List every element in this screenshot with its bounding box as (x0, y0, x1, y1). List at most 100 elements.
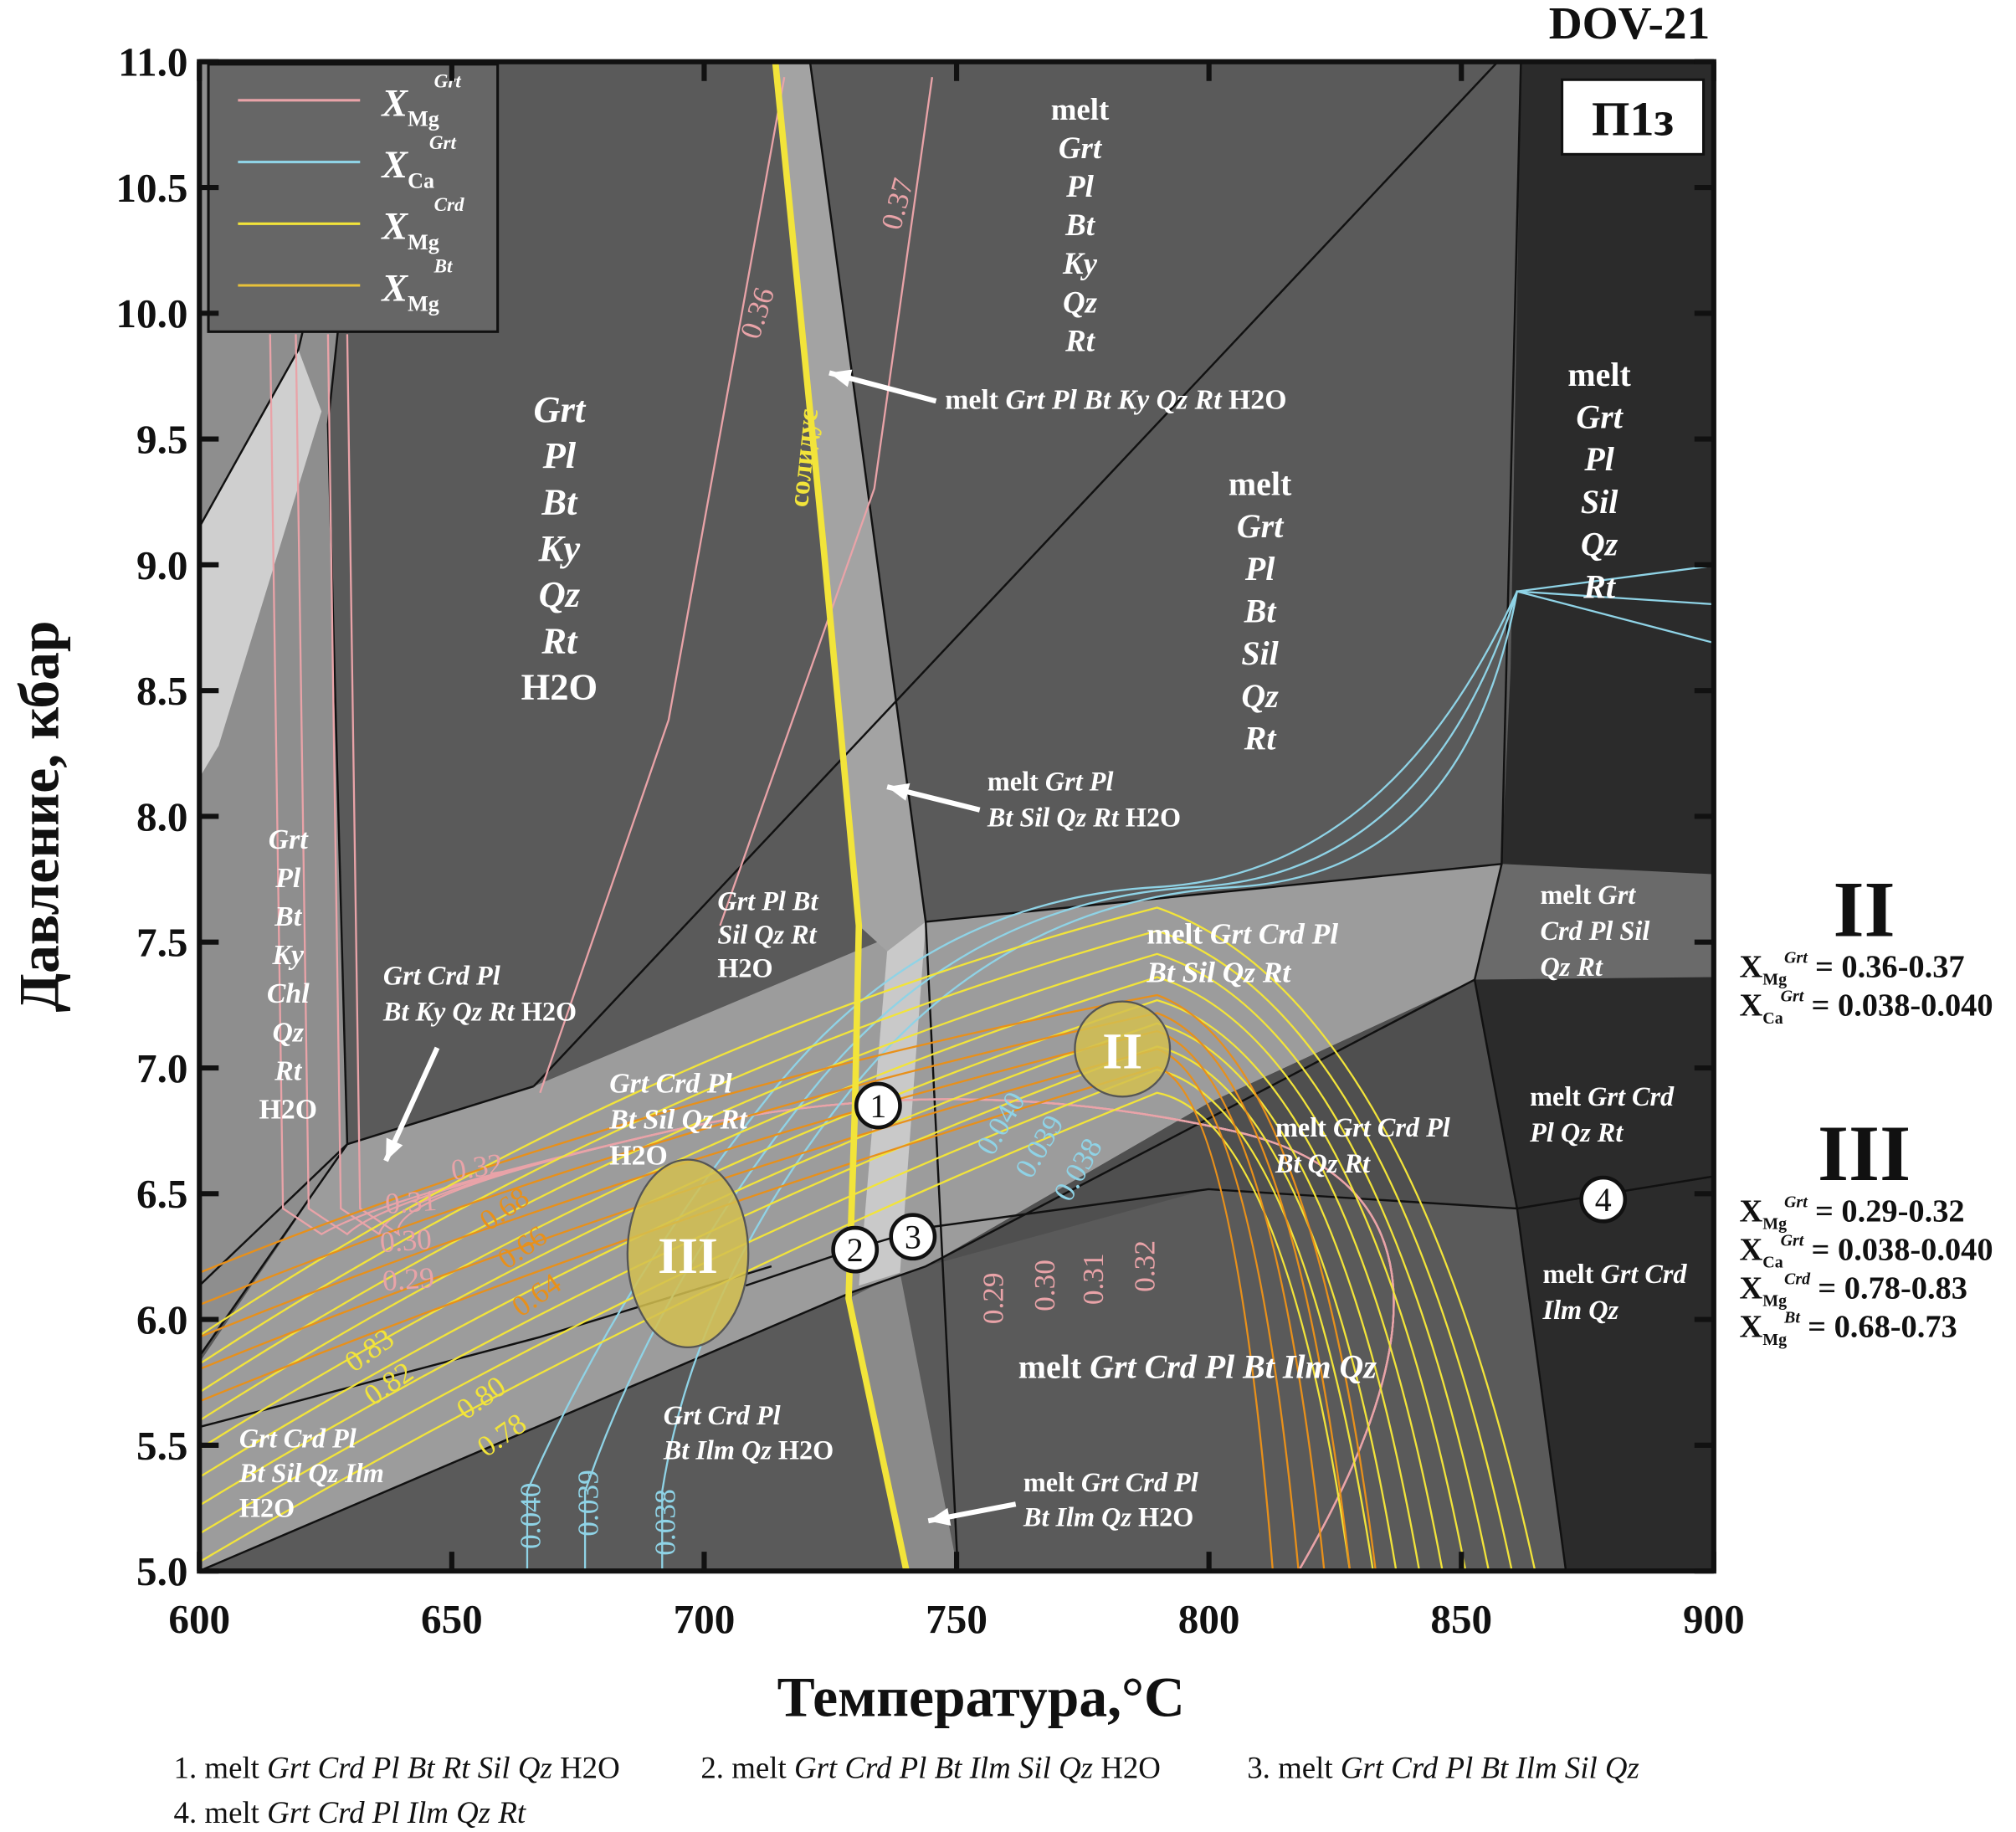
phase-field-label: Qz (1581, 526, 1618, 563)
invariant-point-marker (831, 1225, 880, 1274)
phase-field-label: Grt (269, 824, 310, 855)
legend-symbol: X (380, 143, 408, 186)
phase-field-label: H2O (717, 952, 772, 983)
isopleth-label: 0.040 (514, 1483, 546, 1549)
phase-field-label: melt Grt Crd Pl (1275, 1112, 1450, 1142)
arrow-head-icon (887, 783, 911, 801)
footnote-item: 3. melt Grt Crd Pl Bt Ilm Sil Qz (1247, 1750, 1639, 1784)
isopleth-label: 0.30 (379, 1223, 433, 1259)
phase-field-label: Grt (533, 388, 586, 430)
legend-subscript: Mg (408, 292, 439, 316)
phase-field-label: melt Grt Crd Pl Bt Ilm Qz (1018, 1348, 1377, 1386)
phase-field-label: Bt Sil Qz Rt H2O (987, 803, 1181, 833)
annotation-title: II (1834, 865, 1895, 953)
isopleth-label: 0.31 (1077, 1253, 1110, 1305)
legend-label: XCa Grt (380, 131, 456, 192)
annotation-value: = 0.29-0.32 (1815, 1193, 1965, 1229)
annotation-value: = 0.36-0.37 (1815, 949, 1965, 984)
x-tick-label: 700 (674, 1596, 736, 1642)
estimate-area-II (1074, 1000, 1172, 1098)
y-tick-label: 9.0 (136, 542, 187, 588)
y-tick-label: 6.0 (136, 1296, 187, 1342)
estimate-area-II-label: II (1102, 1024, 1142, 1080)
annotation-symbol: X (1740, 1232, 1763, 1267)
field-boundary (532, 60, 1499, 1087)
phase-field-label: Grt Pl Bt (717, 886, 818, 916)
solidus-line (772, 61, 910, 1572)
phase-field-label: melt Grt (1540, 880, 1636, 910)
y-tick-label: 6.5 (136, 1171, 187, 1217)
annotation-superscript: Grt (1784, 949, 1808, 967)
phase-field-label: H2O (521, 666, 598, 708)
phase-field-label: Ky (271, 940, 305, 971)
phase-field-label: Bt (1064, 208, 1096, 242)
xmg-bt-isopleth (198, 1065, 1275, 1572)
phase-field-label: Sil (1581, 483, 1618, 521)
legend-symbol: X (380, 81, 408, 124)
legend-superscript: Grt (434, 69, 462, 91)
y-tick-label: 10.5 (115, 165, 187, 211)
y-tick-label: 8.5 (136, 668, 187, 714)
y-tick-label: 5.0 (136, 1548, 187, 1594)
phase-field-label: Qz (272, 1017, 304, 1048)
isopleth-label: 0.32 (449, 1147, 505, 1187)
phase-field-label: Rt (274, 1055, 303, 1086)
invariant-point-marker (889, 1213, 937, 1261)
phase-field-label: Bt Sil Qz Rt (608, 1105, 748, 1136)
invariant-point-label: 4 (1595, 1181, 1612, 1219)
phase-field-label: H2O (609, 1141, 667, 1172)
annotation-row: XMg Bt = 0.68-0.73 (1740, 1309, 1957, 1349)
legend-label: XMg Bt (380, 255, 453, 316)
annotation-superscript: Bt (1783, 1309, 1801, 1327)
phase-field-label: melt Grt Pl Bt Ky Qz Rt H2O (945, 384, 1286, 415)
annotation-symbol: X (1740, 1193, 1763, 1229)
annotation-row: XMg Crd = 0.78-0.83 (1740, 1270, 1967, 1311)
xca-grt-isopleth (526, 564, 1714, 1572)
phase-field-label: Bt Ky Qz Rt H2O (382, 997, 577, 1027)
annotation-subscript: Mg (1762, 1292, 1787, 1311)
isopleth-label: 0.30 (1029, 1260, 1061, 1311)
x-tick-label: 800 (1178, 1596, 1240, 1642)
plot-area: солидус 0.360.370.320.310.300.29 0.29 0.30… (115, 39, 1744, 1642)
phase-field-label: Rt (541, 619, 578, 661)
phase-field-label: Ky (538, 527, 581, 569)
phase-field-label: Pl (1244, 550, 1275, 588)
phase-field-label: Grt Crd Pl (609, 1069, 732, 1100)
phase-field-label: Grt Crd Pl (239, 1424, 357, 1454)
annotation-subscript: Mg (1762, 1215, 1787, 1234)
annotation-symbol: X (1740, 1271, 1763, 1306)
isopleth-label: 0.29 (977, 1272, 1009, 1324)
phase-field-region (1475, 61, 1714, 1572)
phase-field-label: Rt (1583, 567, 1617, 605)
xmg-bt-isopleth (198, 1029, 1326, 1572)
x-tick-label: 750 (926, 1596, 987, 1642)
phase-field-label: melt Grt Crd (1543, 1259, 1688, 1289)
phase-field-label: Qz (1063, 285, 1098, 319)
legend-label: XMg Grt (380, 69, 461, 131)
y-tick-label: 7.0 (136, 1045, 187, 1091)
phase-field-label: Bt (274, 901, 303, 932)
annotation-symbol: X (1740, 949, 1763, 984)
annotation-row: XCa Grt = 0.038-0.040 (1740, 988, 1993, 1028)
annotation-superscript: Crd (1784, 1270, 1811, 1289)
axis-ticks: 5.05.56.06.57.07.58.08.59.09.510.010.511… (115, 39, 1744, 1642)
arrow-head-icon (386, 1137, 403, 1162)
x-tick-label: 600 (168, 1596, 230, 1642)
phase-field-label: melt (1229, 464, 1292, 502)
phase-field-region (1475, 864, 1714, 980)
estimate-area-III-label: III (658, 1228, 718, 1285)
phase-field-label: Bt Qz Rt (1275, 1148, 1371, 1178)
annotation-subscript: Mg (1762, 1331, 1787, 1349)
phase-field-region (775, 61, 926, 952)
annotation-symbol: X (1740, 988, 1763, 1024)
annotation-row: XMg Grt = 0.29-0.32 (1740, 1193, 1965, 1233)
phase-field-label: Pl Qz Rt (1529, 1117, 1624, 1147)
phase-field-label: Sil (1241, 634, 1279, 672)
x-tick-label: 850 (1430, 1596, 1492, 1642)
field-boundary (1473, 864, 1567, 1572)
legend-superscript: Bt (433, 255, 453, 277)
xmg-crd-isopleth (198, 1068, 1374, 1572)
xmg-crd-isopleth (198, 1091, 1352, 1572)
xmg-crd-isopleth (198, 976, 1467, 1572)
